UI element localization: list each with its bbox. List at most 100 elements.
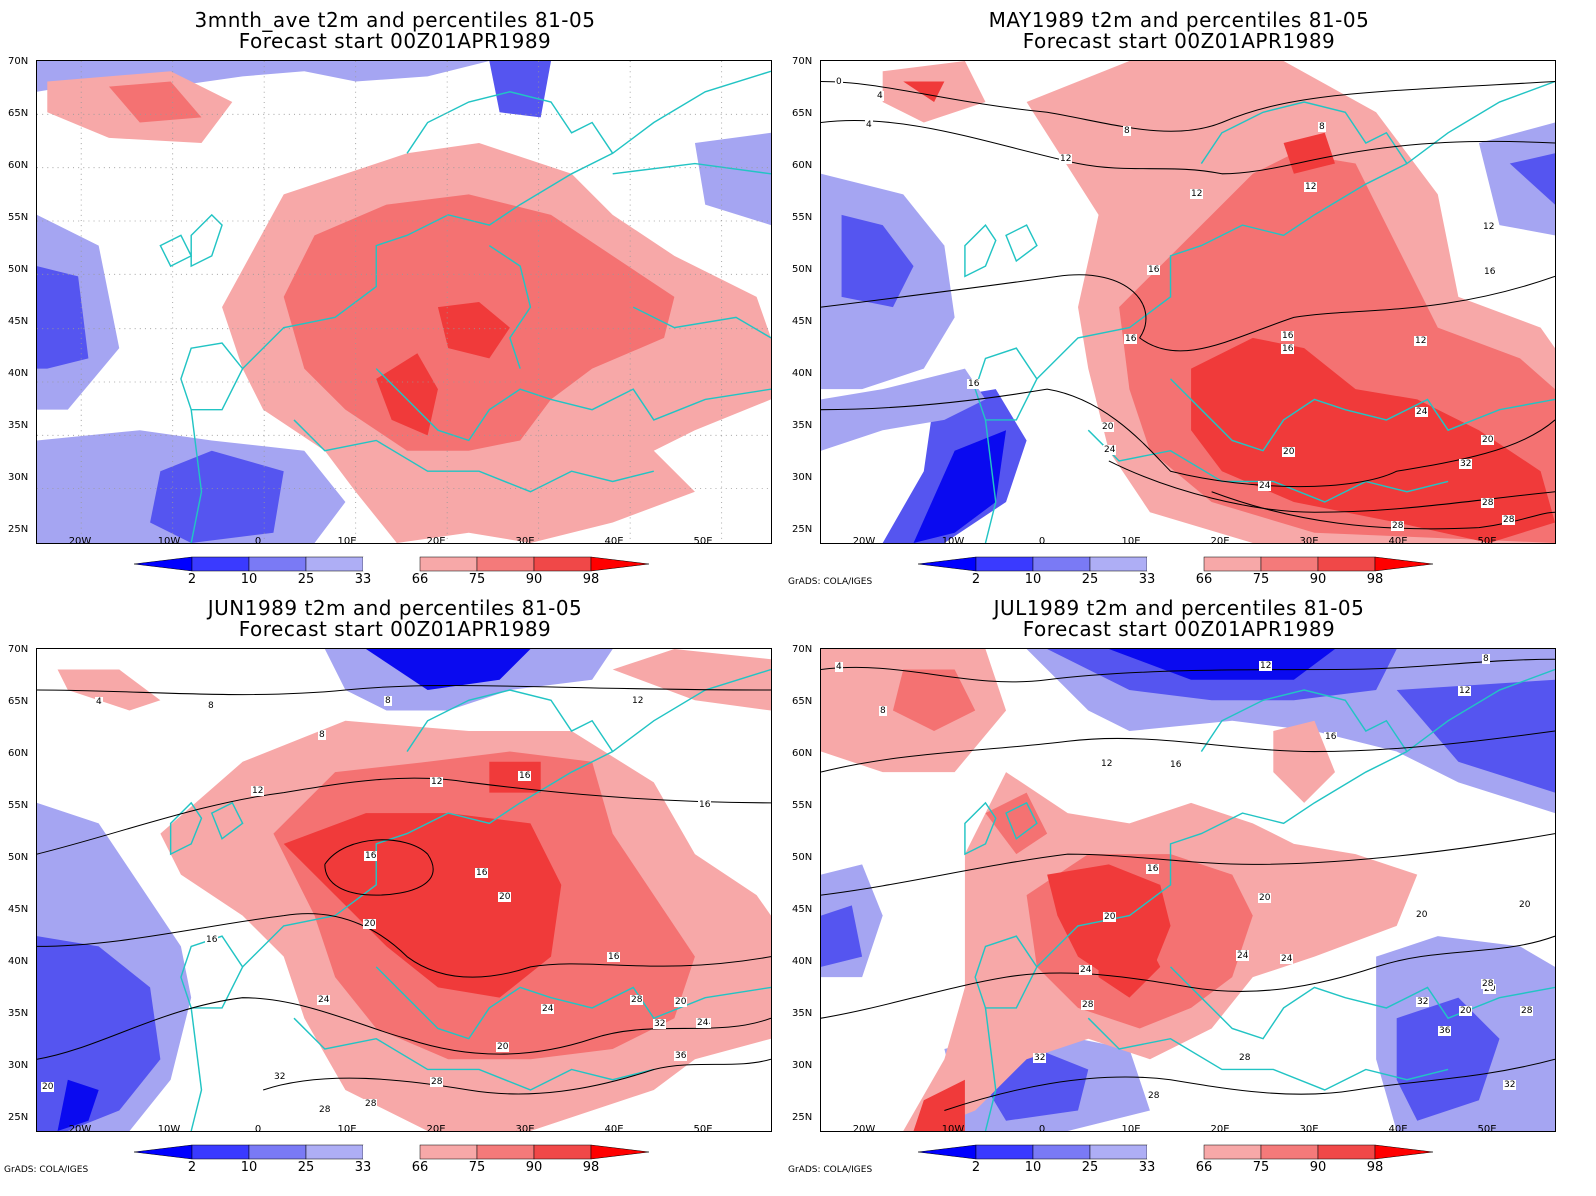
lon-label: 10W (941, 1124, 965, 1135)
lon-label: 10E (337, 536, 357, 547)
panel-jun1989: JUN1989 t2m and percentiles 81-05 Foreca… (0, 588, 790, 1178)
panel-jul1989: JUL1989 t2m and percentiles 81-05 Foreca… (784, 588, 1574, 1178)
lat-label: 50N (8, 852, 29, 863)
lat-label: 30N (792, 1060, 813, 1071)
colorbar-graphic (134, 556, 650, 572)
colorbar-label: 33 (354, 572, 372, 587)
lat-label: 25N (792, 524, 813, 535)
colorbar-label: 90 (1309, 572, 1327, 587)
lat-label: 65N (792, 108, 813, 119)
lon-label: 30E (1299, 1124, 1319, 1135)
colorbar-label: 98 (1366, 572, 1384, 587)
lon-label: 20W (852, 536, 876, 547)
colorbar: 2 10 25 33 66 75 90 98 (918, 556, 1438, 590)
credit-label: GrADS: COLA/IGES (788, 1165, 873, 1175)
lon-label: 0 (254, 1124, 262, 1135)
lat-label: 60N (8, 748, 29, 759)
lat-label: 45N (792, 904, 813, 915)
lon-label: 50E (1477, 1124, 1497, 1135)
panel-title-line2: Forecast start 00Z01APR1989 (1022, 29, 1336, 53)
colorbar: 2 10 25 33 66 75 90 98 (918, 1144, 1438, 1178)
colorbar-label: 90 (525, 572, 543, 587)
lat-label: 45N (8, 316, 29, 327)
lon-label: 0 (254, 536, 262, 547)
colorbar-label: 33 (354, 1160, 372, 1175)
lon-label: 0 (1038, 1124, 1046, 1135)
lon-label: 20W (852, 1124, 876, 1135)
colorbar-label: 66 (411, 572, 429, 587)
lon-label: 40E (604, 1124, 624, 1135)
lat-label: 50N (792, 852, 813, 863)
lat-label: 35N (8, 1008, 29, 1019)
colorbar-label: 66 (411, 1160, 429, 1175)
lat-label: 70N (8, 644, 29, 655)
panel-3mnth: 3mnth_ave t2m and percentiles 81-05 Fore… (0, 0, 790, 590)
panel-title-line2: Forecast start 00Z01APR1989 (238, 617, 552, 641)
colorbar-label: 2 (187, 572, 197, 587)
lat-label: 55N (792, 800, 813, 811)
lon-label: 10W (157, 536, 181, 547)
lat-label: 55N (8, 800, 29, 811)
lat-label: 70N (8, 56, 29, 67)
lon-label: 10W (941, 536, 965, 547)
lat-label: 50N (792, 264, 813, 275)
colorbar-label: 98 (582, 1160, 600, 1175)
colorbar-label: 75 (1252, 572, 1270, 587)
lat-label: 40N (8, 956, 29, 967)
lon-label: 20W (68, 1124, 92, 1135)
lat-label: 55N (792, 212, 813, 223)
panel-title-line1: JUL1989 t2m and percentiles 81-05 (993, 596, 1365, 620)
lon-label: 20E (1210, 536, 1230, 547)
colorbar: 2 10 25 33 66 75 90 98 (134, 556, 654, 590)
lat-label: 25N (8, 524, 29, 535)
lat-label: 35N (792, 420, 813, 431)
colorbar-label: 25 (297, 572, 315, 587)
lat-label: 40N (792, 368, 813, 379)
lon-label: 40E (1388, 536, 1408, 547)
colorbar: 2 10 25 33 66 75 90 98 (134, 1144, 654, 1178)
colorbar-label: 98 (582, 572, 600, 587)
colorbar-label: 75 (468, 1160, 486, 1175)
colorbar-label: 10 (240, 572, 258, 587)
colorbar-graphic (918, 1144, 1434, 1160)
colorbar-label: 90 (525, 1160, 543, 1175)
map-shading (37, 649, 771, 1131)
panel-title-line2: Forecast start 00Z01APR1989 (1022, 617, 1336, 641)
lon-label: 0 (1038, 536, 1046, 547)
lat-label: 25N (8, 1112, 29, 1123)
credit-label: GrADS: COLA/IGES (4, 1165, 89, 1175)
lat-label: 45N (8, 904, 29, 915)
lon-label: 40E (604, 536, 624, 547)
lon-label: 20E (426, 1124, 446, 1135)
map-shading (821, 61, 1555, 543)
colorbar-graphic (918, 556, 1434, 572)
colorbar-label: 75 (1252, 1160, 1270, 1175)
panel-title-line1: 3mnth_ave t2m and percentiles 81-05 (194, 8, 596, 32)
colorbar-label: 2 (187, 1160, 197, 1175)
colorbar-label: 75 (468, 572, 486, 587)
lon-label: 50E (1477, 536, 1497, 547)
lat-label: 30N (8, 472, 29, 483)
lon-label: 30E (1299, 536, 1319, 547)
panel-title: JUL1989 t2m and percentiles 81-05 Foreca… (784, 598, 1574, 640)
lat-label: 65N (8, 696, 29, 707)
map-area (820, 60, 1556, 544)
colorbar-label: 25 (1081, 572, 1099, 587)
lat-label: 70N (792, 56, 813, 67)
panel-title: MAY1989 t2m and percentiles 81-05 Foreca… (784, 10, 1574, 52)
credit-label: GrADS: COLA/IGES (788, 577, 873, 587)
panel-title-line1: MAY1989 t2m and percentiles 81-05 (988, 8, 1370, 32)
lon-label: 10E (337, 1124, 357, 1135)
lon-label: 40E (1388, 1124, 1408, 1135)
lon-label: 20E (1210, 1124, 1230, 1135)
map-area (36, 648, 772, 1132)
lon-label: 20E (426, 536, 446, 547)
map-area (820, 648, 1556, 1132)
lat-label: 65N (8, 108, 29, 119)
lon-label: 20W (68, 536, 92, 547)
colorbar-label: 10 (1024, 1160, 1042, 1175)
colorbar-label: 66 (1195, 572, 1213, 587)
lat-label: 40N (8, 368, 29, 379)
panel-may1989: MAY1989 t2m and percentiles 81-05 Foreca… (784, 0, 1574, 590)
lat-label: 35N (8, 420, 29, 431)
